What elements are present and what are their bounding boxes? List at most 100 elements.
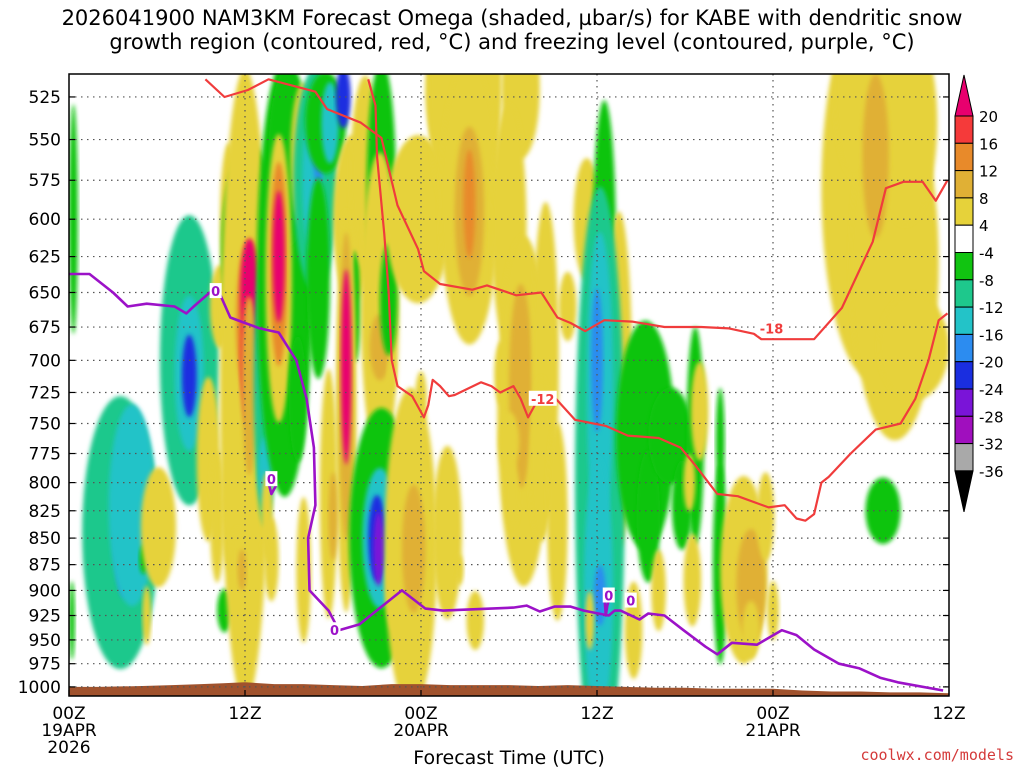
omega-blob-85: [558, 271, 577, 342]
omega-blob-111: [742, 601, 760, 660]
omega-blob-41: [296, 496, 311, 643]
omega-blob-99: [636, 449, 661, 583]
dgz-contour-label-0: -18: [760, 322, 784, 337]
plot-frame: [68, 73, 950, 697]
omega-blob-104: [651, 549, 666, 632]
omega-blob-45: [335, 74, 351, 129]
omega-blob-73: [463, 149, 476, 259]
colorbar-label-2: 12: [979, 163, 998, 181]
colorbar-box-7: [954, 306, 974, 335]
omega-blob-110: [736, 528, 766, 642]
omega-blob-87: [547, 422, 568, 621]
x-tick-label-24-0: 00Z: [404, 704, 437, 724]
colorbar-box-4: [954, 224, 974, 253]
omega-blob-113: [767, 580, 779, 641]
freezing-contour-label-bg-3: [602, 587, 615, 603]
colorbar-box-11: [954, 415, 974, 445]
colorbar: 20 16 12 8 4 -4 -8 -12 -16 -20 -24 -28 -32 -36: [954, 74, 1004, 513]
colorbar-box-2: [954, 170, 974, 199]
omega-blob-50: [341, 269, 352, 465]
omega-blob-77: [466, 590, 485, 650]
terrain-area: [69, 682, 949, 696]
y-tick-label-825: 825: [29, 502, 61, 522]
x-tick-label-36-0: 12Z: [580, 704, 613, 724]
omega-blob-116: [878, 294, 949, 401]
colorbar-box-12: [954, 443, 974, 472]
omega-blob-120: [865, 477, 901, 545]
omega-blob-52: [328, 472, 338, 561]
omega-blob-105: [683, 533, 702, 627]
freezing-contour-label-2: 0: [330, 624, 339, 639]
colorbar-label-11: -28: [979, 408, 1004, 426]
colorbar-label-8: -16: [979, 326, 1004, 344]
omega-blob-34: [272, 190, 285, 323]
x-tick-label-0-2: 2026: [47, 738, 90, 758]
y-tick-label-550: 550: [29, 131, 61, 151]
y-tick-label-800: 800: [29, 474, 61, 494]
freezing-contour-label-4: 0: [626, 595, 635, 610]
x-tick-label-24-1: 20APR: [393, 721, 449, 741]
colorbar-label-5: -4: [979, 245, 994, 263]
omega-blob-6: [142, 585, 152, 646]
colorbar-label-1: 16: [979, 135, 998, 153]
x-tick-label-0-1: 19APR: [41, 721, 97, 741]
omega-blob-63: [373, 511, 384, 587]
colorbar-label-10: -24: [979, 381, 1004, 399]
omega-blob-10: [181, 334, 197, 418]
y-tick-label-600: 600: [29, 210, 61, 230]
omega-blob-7: [140, 467, 177, 588]
colorbar-bottom-arrow: [954, 470, 974, 513]
freezing-contour-label-1: 0: [267, 473, 276, 488]
title-line-2: growth region (contoured, red, °C) and f…: [109, 30, 915, 54]
omega-blob-119: [862, 74, 889, 239]
colorbar-box-3: [954, 197, 974, 226]
omega-blob-82: [498, 411, 520, 472]
dgz-contour-label-bg-0: [757, 320, 786, 336]
omega-blob-83: [504, 460, 520, 528]
dgz-contour-line-0: [204, 78, 949, 341]
colorbar-label-3: 8: [979, 190, 989, 208]
x-tick-label-48-1: 21APR: [745, 721, 801, 741]
colorbar-label-9: -20: [979, 354, 1004, 372]
omega-blob-100: [648, 387, 693, 484]
omega-blob-26: [237, 549, 247, 591]
y-tick-label-675: 675: [29, 318, 61, 338]
omega-blob-57: [387, 353, 397, 393]
y-tick-label-650: 650: [29, 283, 61, 303]
omega-blob-42: [306, 177, 331, 379]
omega-blob-95: [594, 565, 606, 626]
x-tick-label-0-0: 00Z: [52, 704, 85, 724]
freezing-contour-label-bg-4: [624, 592, 637, 608]
x-tick-label-48-0: 00Z: [756, 704, 789, 724]
colorbar-box-9: [954, 361, 974, 390]
omega-blob-106: [683, 453, 696, 512]
title-line-1: 2026041900 NAM3KM Forecast Omega (shaded…: [61, 6, 963, 30]
freezing-contour-label-0: 0: [211, 285, 220, 300]
colorbar-label-12: -32: [979, 436, 1004, 454]
colorbar-box-6: [954, 279, 974, 308]
freezing-contour-label-bg-0: [209, 283, 222, 299]
omega-blob-66: [401, 484, 426, 613]
y-tick-label-575: 575: [29, 171, 61, 191]
y-tick-label-850: 850: [29, 529, 61, 549]
y-tick-label-975: 975: [29, 655, 61, 675]
omega-blob-76: [454, 554, 464, 586]
y-tick-label-625: 625: [29, 248, 61, 268]
colorbar-label-4: 4: [979, 217, 989, 235]
x-tick-label-60-0: 12Z: [932, 704, 965, 724]
omega-shading: [69, 74, 949, 696]
colorbar-box-5: [954, 252, 974, 281]
x-axis-title: Forecast Time (UTC): [413, 747, 604, 768]
colorbar-label-6: -8: [979, 272, 994, 290]
colorbar-label-7: -12: [979, 299, 1004, 317]
chart-title: 2026041900 NAM3KM Forecast Omega (shaded…: [0, 6, 1024, 54]
y-tick-label-950: 950: [29, 631, 61, 651]
omega-blob-112: [756, 472, 775, 561]
omega-blob-98: [616, 320, 675, 551]
freezing-contour-label-bg-1: [265, 471, 278, 487]
colorbar-box-0: [954, 115, 974, 144]
omega-blob-75: [432, 445, 463, 620]
